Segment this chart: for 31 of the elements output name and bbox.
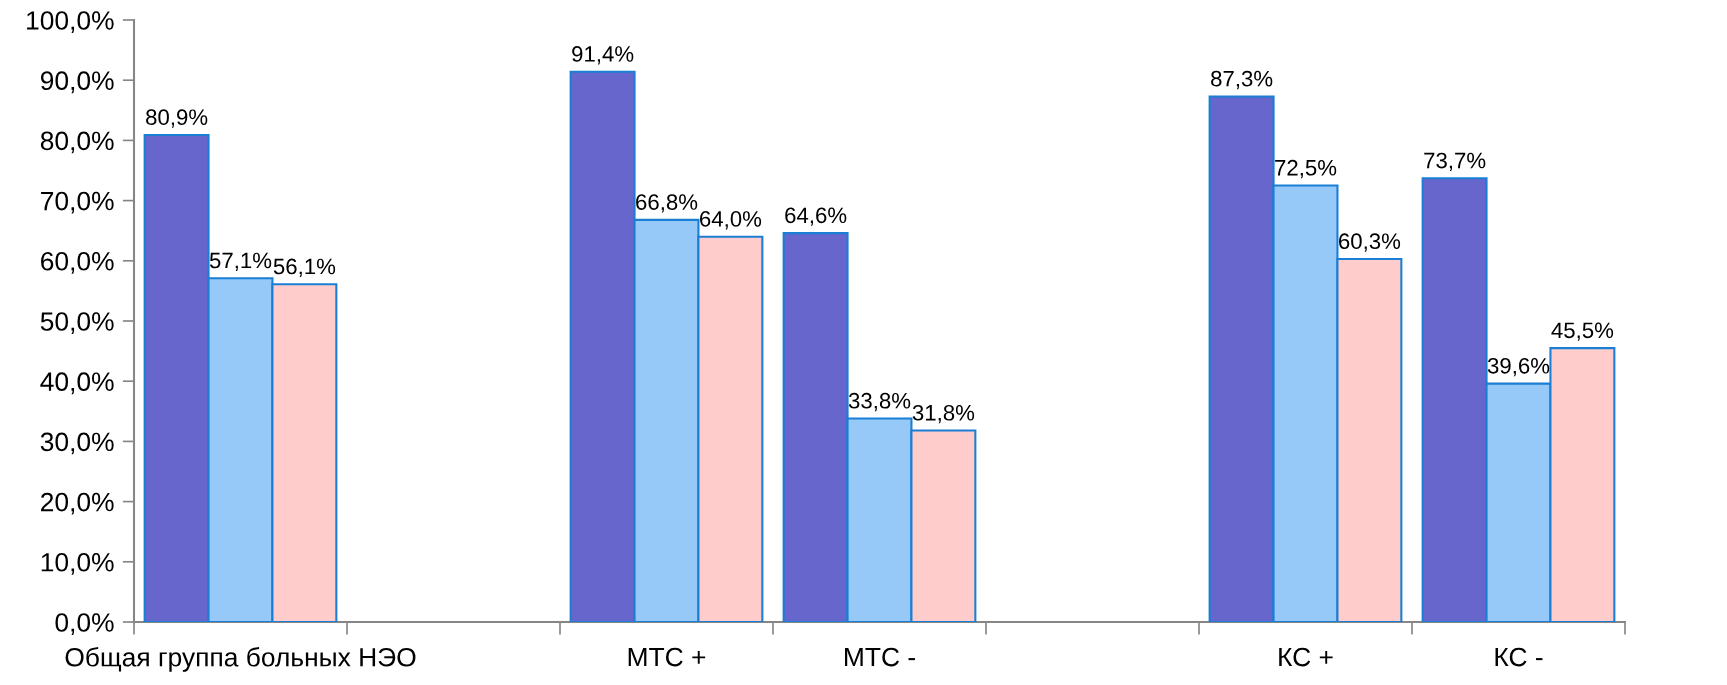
y-tick-label: 70,0% — [41, 191, 114, 214]
x-tick-label: КС + — [1279, 647, 1333, 667]
y-tick-label: 100,0% — [27, 11, 114, 33]
data-label: 39,6% — [1487, 357, 1550, 377]
y-tick-label: 20,0% — [41, 492, 114, 515]
y-tick-label: 10,0% — [41, 552, 114, 575]
data-label: 66,8% — [636, 194, 698, 213]
data-label: 73,7% — [1424, 152, 1486, 171]
y-tick-label: 50,0% — [40, 312, 114, 334]
data-label: 60,3% — [1339, 233, 1401, 252]
y-tick-label: 40,0% — [40, 372, 114, 395]
data-label: 56,1% — [273, 258, 336, 277]
y-tick-label: 80,0% — [40, 131, 114, 154]
y-tick-label: 0,0% — [55, 613, 114, 635]
data-label: 72,5% — [1275, 159, 1337, 179]
data-label: 45,5% — [1551, 322, 1614, 341]
data-label: 64,0% — [700, 211, 762, 230]
data-label: 33,8% — [848, 392, 911, 412]
data-label: 57,1% — [209, 252, 272, 271]
y-tick-label: 90,0% — [40, 71, 114, 94]
y-tick-label: 30,0% — [40, 432, 114, 455]
data-label: 91,4% — [572, 46, 634, 65]
data-label: 31,8% — [912, 404, 975, 424]
data-label: 64,6% — [785, 207, 847, 226]
x-tick-label: КС - — [1495, 647, 1543, 667]
data-label: 87,3% — [1211, 70, 1273, 90]
x-tick-label: МТС + — [628, 647, 706, 667]
x-tick-label: МТС - — [845, 647, 915, 667]
x-tick-label: Общая группа больных НЭО — [65, 647, 416, 672]
y-tick-label: 60,0% — [41, 251, 114, 274]
data-label: 80,9% — [146, 109, 208, 128]
